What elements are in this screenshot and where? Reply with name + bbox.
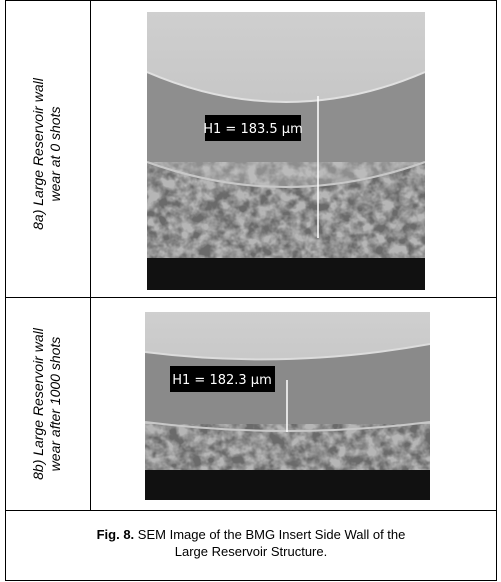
- label-line: 8b) Large Reservoir wall: [30, 328, 46, 480]
- caption-line: Fig. 8. SEM Image of the BMG Insert Side…: [5, 526, 497, 543]
- measurement-label: H1 = 182.3 μm: [172, 373, 272, 388]
- row-label: 8b) Large Reservoir wall wear after 1000…: [30, 309, 66, 499]
- sem-image: H1 = 182.3 μm: [145, 312, 430, 500]
- caption-cell: [5, 510, 497, 581]
- label-line: wear at 0 shots: [47, 106, 63, 202]
- row-label: 8a) Large Reservoir wall wear at 0 shots: [30, 64, 66, 244]
- caption-text: SEM Image of the BMG Insert Side Wall of…: [137, 527, 406, 542]
- label-line: 8a) Large Reservoir wall: [30, 78, 46, 230]
- caption-line: Large Reservoir Structure.: [174, 544, 328, 559]
- label-line: wear after 1000 shots: [47, 336, 63, 472]
- sem-image: H1 = 183.5 μm: [147, 12, 425, 290]
- measurement-label: H1 = 183.5 μm: [203, 122, 303, 137]
- caption-label: Fig. 8.: [96, 527, 135, 542]
- caption: Fig. 8. SEM Image of the BMG Insert Side…: [5, 510, 497, 580]
